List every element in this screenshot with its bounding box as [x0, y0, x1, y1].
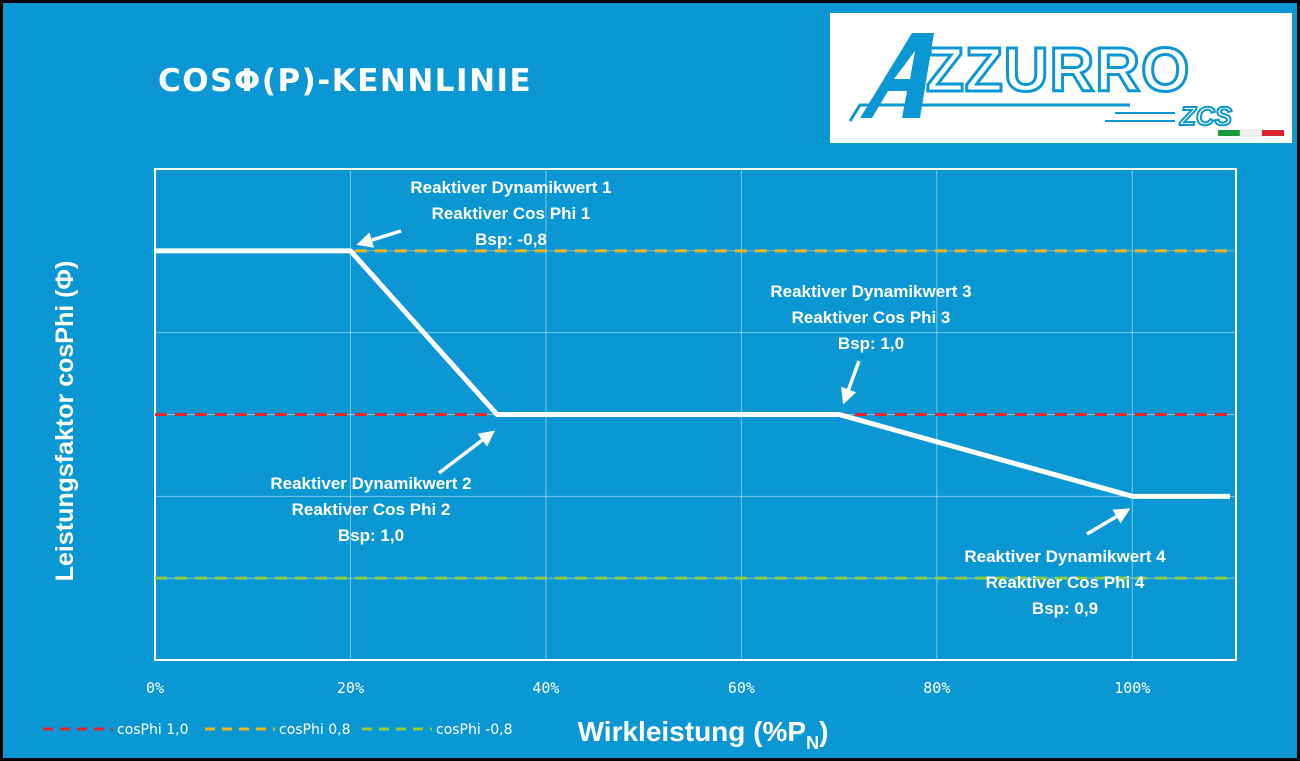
logo-background — [830, 13, 1292, 143]
legend: cosPhi 1,0 cosPhi 0,8 cosPhi -0,8 — [43, 722, 513, 738]
annotation-1: Reaktiver Dynamikwert 1 Reaktiver Cos Phi… — [410, 178, 611, 249]
annotations: Reaktiver Dynamikwert 1 Reaktiver Cos Phi… — [270, 178, 1166, 618]
legend-label: cosPhi 1,0 — [117, 722, 188, 738]
legend-label: cosPhi 0,8 — [279, 722, 350, 738]
x-tick-label: 0% — [146, 679, 164, 697]
x-tick-label: 40% — [532, 679, 559, 697]
series-group — [155, 248, 1230, 580]
x-axis-label-main: Wirkleistung (%P — [578, 716, 806, 747]
annotation-line: Bsp: 1,0 — [338, 526, 404, 545]
annotation-line: Reaktiver Dynamikwert 1 — [410, 178, 611, 197]
logo-sub-text: ZCS — [1179, 101, 1233, 131]
annotation-line: Reaktiver Dynamikwert 3 — [770, 282, 971, 301]
logo-brand-text: ZZURRO — [926, 36, 1190, 105]
annotation-line: Bsp: 0,9 — [1032, 599, 1098, 618]
annotation-line: Reaktiver Dynamikwert 2 — [270, 474, 471, 493]
y-axis-label: Leistungsfaktor cosPhi (Φ) — [51, 261, 79, 582]
page-title: COSΦ(P)-KENNLINIE — [158, 63, 533, 99]
legend-label: cosPhi -0,8 — [436, 722, 513, 738]
series-line-characteristic-curve — [155, 248, 1230, 499]
annotation-3: Reaktiver Dynamikwert 3 Reaktiver Cos Phi… — [770, 282, 971, 353]
x-tick-label: 20% — [337, 679, 364, 697]
legend-item: cosPhi -0,8 — [362, 722, 513, 738]
legend-item: cosPhi 0,8 — [205, 722, 350, 738]
logo-big-a — [860, 33, 934, 118]
x-tick-label: 60% — [728, 679, 755, 697]
annotation-line: Reaktiver Dynamikwert 4 — [964, 547, 1166, 566]
x-axis-label: Wirkleistung (%PN) — [578, 716, 829, 753]
azzurro-zcs-logo: ZZURRO ZCS — [830, 13, 1292, 143]
annotation-line: Bsp: -0,8 — [475, 230, 547, 249]
logo-swoosh — [848, 103, 1130, 122]
annotation-arrow-head — [841, 386, 857, 405]
flag-green — [1218, 130, 1240, 136]
annotation-arrow-shaft — [437, 438, 484, 475]
annotation-2: Reaktiver Dynamikwert 2 Reaktiver Cos Phi… — [270, 474, 471, 545]
x-axis-label-sub: N — [806, 733, 819, 753]
annotation-line: Reaktiver Cos Phi 1 — [432, 204, 591, 223]
chart: Reaktiver Dynamikwert 1 Reaktiver Cos Phi… — [43, 168, 1237, 753]
annotation-line: Reaktiver Cos Phi 3 — [792, 308, 951, 327]
annotation-line: Reaktiver Cos Phi 2 — [292, 500, 451, 519]
annotation-line: Bsp: 1,0 — [838, 334, 904, 353]
x-tick-label: 80% — [923, 679, 950, 697]
annotation-arrow-shaft — [371, 229, 402, 242]
x-tick-label: 100% — [1114, 679, 1150, 697]
annotation-arrow-head — [1112, 508, 1131, 524]
legend-item: cosPhi 1,0 — [43, 722, 188, 738]
annotation-arrow-head — [477, 430, 496, 447]
annotation-arrow-shaft — [1086, 514, 1118, 536]
arrows — [356, 229, 1131, 536]
annotation-4: Reaktiver Dynamikwert 4 Reaktiver Cos Phi… — [964, 547, 1166, 618]
annotation-line: Reaktiver Cos Phi 4 — [986, 573, 1145, 592]
annotation-arrow-shaft — [846, 360, 861, 391]
x-axis-label-end: ) — [819, 716, 828, 747]
flag-red — [1262, 130, 1284, 136]
annotation-arrow-head — [356, 232, 375, 248]
x-axis-ticks: 0% 20% 40% 60% 80% 100% — [146, 679, 1150, 697]
